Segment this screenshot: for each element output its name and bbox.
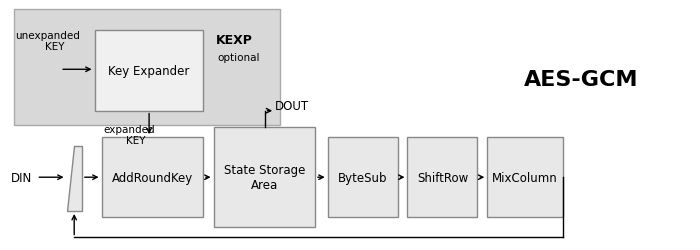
Text: AES-GCM: AES-GCM [524, 70, 638, 90]
Text: Key Expander: Key Expander [108, 65, 190, 78]
Text: expanded
    KEY: expanded KEY [104, 124, 155, 146]
Bar [214, 128, 315, 228]
Text: ByteSub: ByteSub [338, 171, 387, 184]
Bar [407, 138, 477, 218]
Text: DIN: DIN [10, 171, 32, 184]
Text: AddRoundKey: AddRoundKey [111, 171, 193, 184]
Text: KEXP: KEXP [216, 34, 253, 46]
Text: optional: optional [217, 52, 260, 62]
Text: unexpanded
    KEY: unexpanded KEY [15, 30, 80, 52]
Bar [14, 10, 280, 125]
Text: MixColumn: MixColumn [492, 171, 558, 184]
Bar [328, 138, 398, 218]
Text: DOUT: DOUT [275, 100, 309, 113]
Text: ShiftRow: ShiftRow [416, 171, 468, 184]
Bar [102, 138, 203, 218]
Bar [94, 31, 203, 111]
Polygon shape [66, 146, 82, 211]
Bar [487, 138, 563, 218]
Text: State Storage
Area: State Storage Area [223, 164, 305, 192]
